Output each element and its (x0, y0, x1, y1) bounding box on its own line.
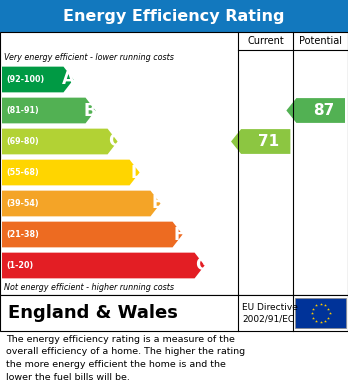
Text: Current: Current (247, 36, 284, 46)
Text: (39-54): (39-54) (6, 199, 39, 208)
Polygon shape (2, 129, 118, 154)
Text: A: A (62, 70, 74, 88)
Text: (21-38): (21-38) (6, 230, 39, 239)
Text: EU Directive
2002/91/EC: EU Directive 2002/91/EC (242, 303, 298, 323)
Polygon shape (2, 222, 183, 248)
Polygon shape (2, 253, 205, 278)
Text: (92-100): (92-100) (6, 75, 44, 84)
Text: (81-91): (81-91) (6, 106, 39, 115)
Polygon shape (231, 129, 290, 154)
Text: E: E (151, 194, 163, 212)
Text: Potential: Potential (299, 36, 342, 46)
Text: (69-80): (69-80) (6, 137, 39, 146)
Text: (1-20): (1-20) (6, 261, 33, 270)
Bar (295, 298, 346, 328)
Text: England & Wales: England & Wales (8, 304, 178, 322)
Polygon shape (2, 66, 73, 92)
Text: Not energy efficient - higher running costs: Not energy efficient - higher running co… (4, 283, 174, 292)
Polygon shape (286, 98, 345, 123)
Text: G: G (196, 256, 209, 274)
Text: Energy Efficiency Rating: Energy Efficiency Rating (63, 9, 285, 23)
Text: D: D (130, 163, 144, 181)
Polygon shape (2, 160, 140, 185)
Bar (0, 0, 348, 32)
Polygon shape (2, 191, 160, 216)
Text: 87: 87 (313, 103, 334, 118)
Text: 71: 71 (258, 134, 279, 149)
Text: C: C (109, 133, 121, 151)
Text: Very energy efficient - lower running costs: Very energy efficient - lower running co… (4, 52, 174, 61)
Polygon shape (2, 98, 96, 124)
Bar (0, 32, 348, 295)
Bar (0, 295, 348, 331)
Text: The energy efficiency rating is a measure of the
overall efficiency of a home. T: The energy efficiency rating is a measur… (6, 335, 245, 382)
Text: B: B (84, 102, 96, 120)
Text: (55-68): (55-68) (6, 168, 39, 177)
Text: F: F (174, 226, 185, 244)
